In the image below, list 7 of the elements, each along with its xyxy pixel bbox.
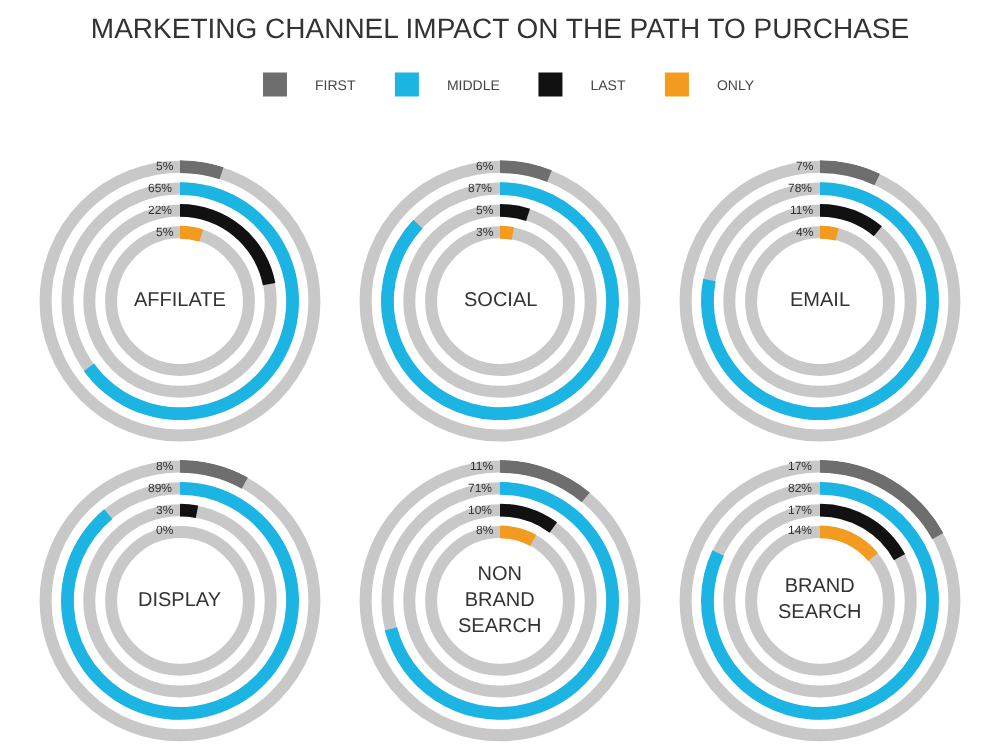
category-label: AFFILATE bbox=[134, 290, 227, 312]
category-label: BRAND SEARCH bbox=[778, 576, 862, 624]
category-label: SOCIAL bbox=[464, 290, 539, 312]
category-label: DISPLAY bbox=[138, 590, 222, 612]
category-label: NON BRAND SEARCH bbox=[458, 564, 542, 638]
category-label: EMAIL bbox=[790, 290, 851, 312]
text: MARKETING CHANNEL IMPACT ON THE PATH TO PURCHASE bbox=[90, 12, 910, 45]
